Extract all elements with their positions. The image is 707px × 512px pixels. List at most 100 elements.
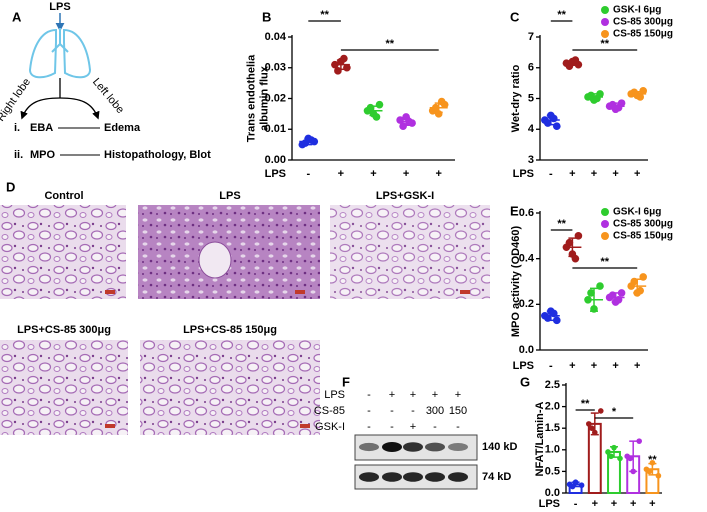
scale-bar [460, 290, 470, 294]
data-point [571, 56, 580, 64]
y-axis-label: Wet-dry ratio [510, 64, 522, 132]
data-point [590, 305, 598, 313]
annotation: ** [557, 218, 566, 230]
legend-label: CS-85 300μg [613, 219, 673, 230]
data-point [405, 117, 413, 126]
histology-image [0, 340, 128, 435]
blot-lane-label: + [455, 389, 461, 401]
x-tick-label: + [634, 360, 640, 372]
blot-row-label: CS-85 [314, 405, 345, 417]
row-index: ii. [14, 149, 23, 161]
x-tick-label: + [591, 168, 597, 180]
data-point [636, 93, 644, 101]
band [425, 472, 445, 482]
x-tick-label: - [549, 360, 553, 372]
blot-lane-label: - [456, 421, 460, 433]
legend-label: CS-85 150μg [613, 29, 673, 40]
band [403, 472, 423, 482]
legend-swatch [601, 220, 609, 228]
data-point [636, 438, 642, 444]
data-point [586, 421, 592, 427]
x-tick-label: + [435, 168, 441, 180]
annotation: ** [557, 9, 566, 21]
annotation: ** [601, 38, 610, 50]
data-point [340, 54, 348, 63]
legend-label: GSK-I 6μg [613, 5, 661, 16]
data-point [399, 122, 407, 130]
blot-lane-label: - [367, 389, 371, 401]
data-point [578, 482, 585, 489]
data-point [434, 110, 443, 118]
row-from: EBA [30, 122, 53, 134]
data-point [639, 87, 647, 95]
y-tick-label: 0.03 [265, 62, 286, 74]
legend-swatch [601, 18, 609, 26]
x-axis-label: LPS [265, 168, 286, 180]
y-axis-label: albumin flux [258, 65, 270, 131]
annotation: * [612, 406, 617, 418]
data-point [639, 273, 647, 281]
row-index: i. [14, 122, 20, 134]
panel-letter: G [520, 374, 530, 389]
data-point [553, 316, 561, 325]
histology-image [140, 340, 320, 435]
row-from: MPO [30, 149, 56, 161]
y-tick-label: 0.6 [519, 207, 534, 219]
y-tick-label: 0.02 [265, 92, 286, 104]
data-point [627, 455, 633, 462]
panel-letter: D [6, 179, 15, 194]
x-tick-label: + [611, 498, 617, 510]
panel-letter: C [510, 9, 520, 24]
legend-swatch [601, 30, 609, 38]
lobe-label: Left lobe [90, 76, 126, 116]
data-point [592, 429, 598, 436]
band [359, 472, 379, 482]
image-title: LPS+CS-85 300μg [17, 324, 111, 336]
blot-lane-label: - [390, 405, 394, 417]
data-point [630, 88, 638, 97]
band [448, 443, 468, 451]
scale-bar [105, 424, 115, 428]
data-point [569, 483, 576, 490]
data-point [544, 119, 552, 127]
histology-image [0, 205, 126, 299]
lung [28, 28, 92, 79]
data-point [572, 479, 579, 486]
x-tick-label: + [569, 168, 575, 180]
data-point [646, 468, 653, 475]
data-point [608, 453, 614, 460]
x-tick-label: + [370, 168, 376, 180]
data-point [614, 103, 623, 112]
trachea [51, 28, 69, 53]
data-point [565, 62, 574, 71]
data-point [630, 468, 636, 475]
y-tick-label: 5 [528, 92, 534, 104]
data-point [649, 459, 656, 466]
y-tick-label: 3 [528, 154, 534, 166]
band [448, 472, 468, 482]
data-point [598, 408, 604, 414]
annotation: ** [386, 38, 395, 50]
band [359, 442, 379, 452]
arrow [20, 97, 61, 120]
data-point [587, 289, 595, 297]
data-point [550, 114, 558, 123]
scale-bar [105, 290, 115, 294]
blot-lane-label: 300 [426, 405, 444, 417]
data-point [372, 113, 381, 121]
image-title: Control [44, 190, 83, 202]
blot-lane-label: - [433, 421, 437, 433]
histology-image [330, 205, 490, 299]
y-tick-label: 2.5 [545, 379, 560, 391]
data-point [437, 97, 446, 106]
panel-letter: A [12, 9, 22, 24]
y-axis-label: MPO activity (OD460) [510, 226, 522, 338]
data-point [630, 277, 638, 286]
image-title: LPS [219, 190, 240, 202]
blot [354, 434, 478, 490]
blot-lane-label: - [367, 405, 371, 417]
y-tick-label: 1.5 [545, 422, 560, 434]
legend-label: CS-85 300μg [613, 17, 673, 28]
y-tick-label: 0.0 [545, 487, 560, 499]
